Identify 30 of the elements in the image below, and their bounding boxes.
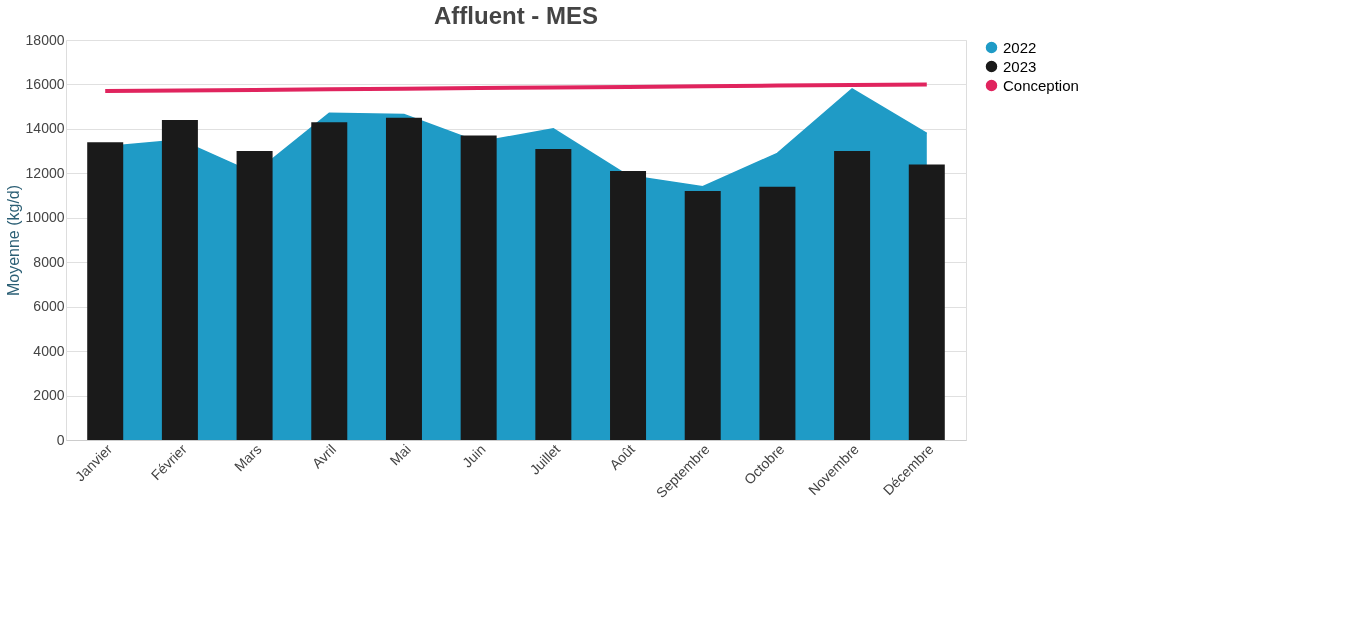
y-axis-title: Moyenne (kg/d) [4, 184, 22, 297]
legend-label: Conception [1003, 76, 1079, 94]
y-tick-label: 10000 [25, 209, 65, 226]
legend-label: 2022 [1003, 38, 1037, 56]
line-series [103, 82, 929, 94]
bar [834, 151, 871, 440]
legend-label: 2023 [1003, 57, 1037, 75]
bar [385, 117, 422, 440]
y-tick-label: 6000 [33, 298, 65, 315]
y-tick-label: 8000 [33, 253, 65, 270]
bar [161, 120, 198, 440]
x-tick-label: Juin [459, 441, 489, 471]
bar [908, 164, 945, 440]
y-tick-label: 16000 [25, 75, 65, 92]
bar [460, 135, 497, 440]
bar [87, 142, 124, 440]
y-tick-label: 18000 [25, 31, 65, 48]
bar [236, 151, 273, 440]
y-tick-label: 4000 [33, 342, 65, 359]
bar [535, 148, 572, 440]
bar [759, 186, 796, 440]
bar [610, 171, 647, 440]
chart-title: Affluent - MES [434, 2, 598, 29]
y-tick-label: 14000 [25, 120, 65, 137]
x-tick-label: Mai [386, 441, 414, 469]
bar [311, 122, 348, 440]
bar [684, 191, 721, 440]
y-tick-label: 0 [56, 431, 65, 448]
y-tick-label: 12000 [25, 164, 65, 181]
y-tick-label: 2000 [33, 387, 65, 404]
